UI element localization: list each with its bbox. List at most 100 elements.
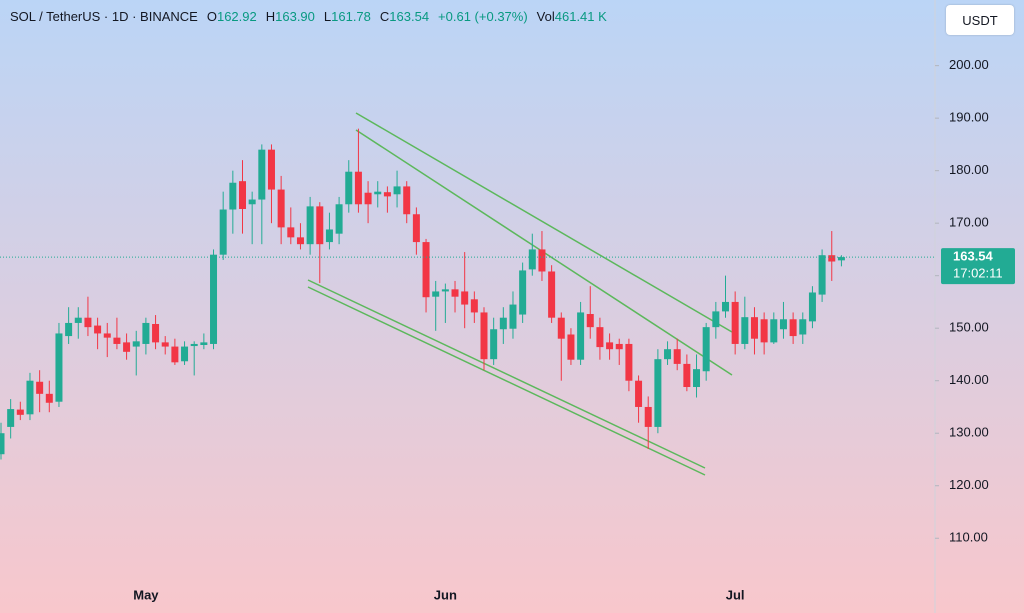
candle-body: [712, 311, 720, 328]
y-tick-label: 140.00: [949, 372, 989, 387]
candle-body: [770, 319, 778, 343]
candle-body: [374, 191, 382, 195]
candle-body: [403, 186, 411, 215]
candle-body: [828, 255, 836, 262]
trend-line: [355, 112, 733, 333]
candle-body: [364, 192, 372, 205]
candle-body: [354, 171, 362, 205]
ohlc-value: 161.78: [331, 9, 371, 24]
volume-label: Vol: [536, 9, 555, 24]
candle-body: [432, 291, 440, 297]
y-tick-label: 170.00: [949, 215, 989, 230]
candle-body: [808, 292, 816, 322]
last-price-label: 163.54: [953, 249, 994, 264]
candle-body: [45, 393, 53, 403]
candle-body: [837, 257, 845, 261]
candle-body: [741, 317, 749, 344]
candle-body: [219, 209, 227, 255]
y-tick-label: 110.00: [949, 530, 988, 545]
y-tick-label: 120.00: [949, 477, 989, 492]
candle-body: [26, 380, 34, 415]
candle-body: [528, 249, 536, 270]
candles: [0, 128, 845, 460]
trend-line: [307, 279, 706, 469]
trend-line: [307, 286, 706, 476]
candle-body: [412, 214, 420, 243]
candle-body: [683, 363, 691, 388]
candle-body: [538, 249, 546, 272]
change: +0.61 (+0.37%): [438, 9, 528, 24]
ohlc-value: 163.90: [275, 9, 315, 24]
y-tick-label: 180.00: [949, 162, 989, 177]
candle-body: [596, 327, 604, 348]
y-tick-label: 200.00: [949, 57, 989, 72]
candle-body: [818, 255, 826, 295]
countdown-label: 17:02:11: [953, 266, 1003, 281]
candle-body: [451, 289, 459, 297]
ohlc-label: C: [379, 9, 390, 24]
candle-body: [577, 312, 585, 360]
candle-body: [84, 317, 92, 328]
candle-body: [383, 192, 391, 197]
candle-body: [461, 291, 469, 305]
candle-body: [267, 149, 275, 190]
candle-body: [644, 406, 652, 427]
candle-body: [548, 271, 556, 318]
candle-body: [7, 409, 15, 427]
x-tick-label: May: [133, 587, 159, 602]
candle-body: [161, 342, 169, 347]
candle-body: [94, 325, 102, 334]
candle-body: [615, 343, 623, 350]
candle-body: [239, 181, 246, 209]
candle-body: [181, 346, 189, 362]
candle-body: [664, 349, 672, 360]
candle-body: [335, 204, 343, 234]
y-tick-label: 130.00: [949, 425, 989, 440]
candle-body: [422, 242, 430, 298]
ohlc-value: 162.92: [216, 9, 257, 24]
candle-body: [200, 342, 208, 345]
candle-body: [509, 304, 517, 329]
volume: 461.41 K: [554, 9, 607, 24]
candle-body: [750, 317, 758, 339]
candle-body: [306, 206, 314, 245]
candle-body: [74, 317, 82, 323]
candle-body: [519, 270, 527, 315]
candle-body: [480, 312, 488, 360]
candle-body: [142, 322, 150, 344]
symbol: SOL / TetherUS · 1D · BINANCE: [10, 9, 198, 24]
candle-body: [113, 337, 121, 344]
candle-body: [625, 343, 633, 381]
candle-body: [760, 319, 768, 343]
candle-body: [779, 319, 787, 330]
candle-body: [586, 314, 594, 328]
candle-body: [693, 369, 701, 388]
candle-body: [171, 346, 179, 363]
candle-body: [635, 380, 643, 407]
candle-body: [258, 149, 266, 200]
candle-body: [345, 171, 353, 205]
candle-body: [731, 301, 739, 344]
last-price-box: [941, 248, 1015, 285]
candle-body: [673, 349, 681, 364]
candle-body: [123, 342, 131, 352]
candle-body: [654, 359, 662, 427]
candle-body: [702, 327, 710, 372]
candle-body: [799, 319, 807, 335]
candle-body: [325, 229, 333, 243]
ohlc-label: L: [323, 9, 332, 24]
trend-lines: [307, 112, 733, 476]
ohlc-value: 163.54: [389, 9, 430, 24]
currency-button[interactable]: USDT: [946, 5, 1014, 35]
candle-body: [722, 301, 729, 312]
candle-body: [132, 341, 140, 347]
ohlc-label: O: [206, 9, 217, 24]
candle-body: [470, 299, 478, 313]
candle-body: [490, 329, 498, 360]
candle-body: [65, 322, 73, 337]
candle-body: [248, 199, 256, 205]
y-tick-label: 150.00: [949, 320, 989, 335]
